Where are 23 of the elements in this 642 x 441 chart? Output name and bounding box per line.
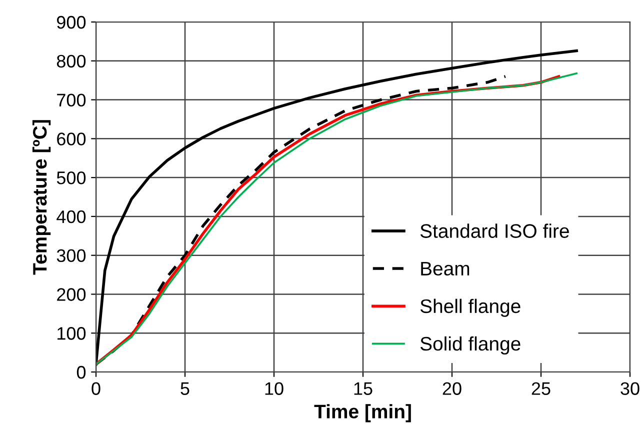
y-tick-label: 100 <box>58 327 86 340</box>
x-tick-label: 15 <box>354 382 372 395</box>
y-tick-label: 700 <box>57 94 86 106</box>
y-tick-label: 400 <box>56 210 86 224</box>
y-tick-label: 500 <box>56 171 86 184</box>
y-tick-label: 600 <box>57 132 86 146</box>
y-tick-label: 900 <box>57 16 86 29</box>
legend-label: Standard ISO fire <box>420 224 569 238</box>
legend-label: Shell flange <box>420 298 520 317</box>
y-tick-label: 0 <box>76 366 86 379</box>
y-tick-label: 200 <box>57 288 86 301</box>
x-tick-label: 5 <box>180 382 190 395</box>
legend-label: Solid flange <box>420 336 520 354</box>
x-tick-label: 0 <box>92 382 100 395</box>
x-axis-title: Time [min] <box>314 404 411 422</box>
x-tick-label: 20 <box>442 382 462 395</box>
y-tick-label: 800 <box>56 54 86 68</box>
legend-label: Beam <box>421 262 470 276</box>
x-tick-label: 30 <box>620 382 640 395</box>
x-tick-label: 25 <box>532 382 550 395</box>
y-axis-title: Temperature [ºC] <box>32 120 51 275</box>
x-tick-label: 10 <box>265 382 284 395</box>
y-tick-label: 300 <box>56 249 86 262</box>
